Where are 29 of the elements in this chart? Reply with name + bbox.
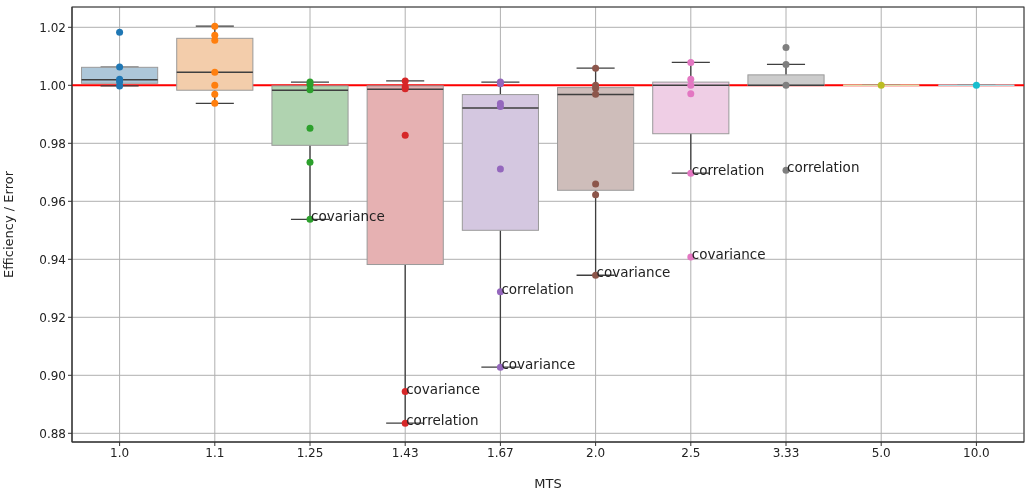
annotation: covariance [596,264,671,281]
x-tick-label: 2.5 [681,445,701,460]
x-tick-label: 10.0 [963,445,990,460]
y-tick-label: 0.88 [39,426,66,441]
annotation: correlation [691,162,765,179]
x-tick-label: 1.25 [296,445,324,460]
annotation: correlation [501,280,574,297]
x-axis-title: MTS [534,476,562,490]
x-tick-label: 1.43 [391,445,419,460]
x-tick-label: 3.33 [772,445,800,460]
annotation: covariance [501,356,576,373]
x-tick-label: 5.0 [871,445,891,460]
y-tick-label: 1.00 [39,78,66,93]
x-tick-label: 1.0 [110,445,130,460]
y-tick-label: 0.96 [39,194,66,209]
annotation: correlation [787,159,860,176]
y-tick-label: 0.92 [39,310,66,325]
annotation: covariance [311,208,385,225]
y-tick-label: 1.02 [39,20,66,35]
annotation: covariance [406,380,481,397]
y-tick-label: 0.94 [39,252,66,267]
y-tick-label: 0.98 [39,136,66,151]
x-tick-label: 1.1 [205,445,225,460]
y-tick-label: 0.90 [39,368,66,383]
x-tick-label: 1.67 [487,445,514,460]
y-axis-title: Efficiency / Error [0,170,16,278]
x-tick-label: 2.0 [586,445,606,460]
annotation: covariance [691,245,766,262]
annotation: correlation [406,412,479,429]
